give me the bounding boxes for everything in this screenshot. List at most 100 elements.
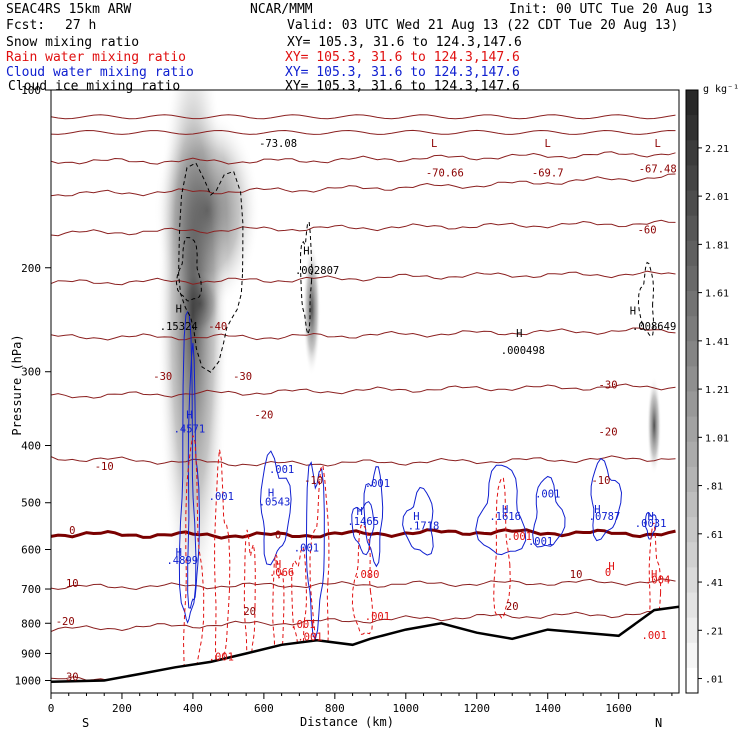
contour-label: .0787 xyxy=(589,511,621,523)
colorbar-tick-label: .21 xyxy=(705,626,723,637)
legend-snow-xy: XY= 105.3, 31.6 to 124.3,147.6 xyxy=(287,35,522,50)
contour-label: -20 xyxy=(56,616,75,628)
temp-contour--50 xyxy=(51,219,676,237)
y-tick-label: 900 xyxy=(21,647,41,660)
contour-label: 20 xyxy=(243,606,256,618)
contour-label: .000498 xyxy=(501,345,545,357)
contour-label: H xyxy=(651,569,657,581)
cloud-water-contour xyxy=(590,457,623,542)
contour-label: .001 xyxy=(209,491,234,503)
rain-water-contour xyxy=(648,522,662,648)
colorbar-tick-label: .81 xyxy=(705,482,723,493)
temp-contour-10 xyxy=(51,578,676,591)
colorbar-tick-label: 2.01 xyxy=(705,192,729,203)
colorbar-tick-label: .01 xyxy=(705,675,723,686)
colorbar-segment xyxy=(686,416,698,443)
model-name: SEAC4RS 15km ARW xyxy=(6,2,132,17)
contour-label: H xyxy=(275,559,281,571)
temp-contour--70 xyxy=(51,151,676,165)
contour-label: H xyxy=(176,547,182,559)
contour-label: -10 xyxy=(591,475,610,487)
contour-label: .002807 xyxy=(295,265,339,277)
legend-cloudwater-xy: XY= 105.3, 31.6 to 124.3,147.6 xyxy=(285,65,520,80)
legend-cloudwater-label: Cloud water mixing ratio xyxy=(6,65,194,80)
colorbar-segment xyxy=(686,90,698,116)
axes: 0 200 400 600 800 1000 1200 1400 160010020030040… xyxy=(15,84,673,715)
temp-contour-0 xyxy=(51,528,676,540)
legend-rain-label: Rain water mixing ratio xyxy=(6,50,187,65)
contour-label: H xyxy=(647,511,653,523)
temp-contour--60 xyxy=(51,173,676,197)
contour-label: .001 xyxy=(365,478,390,490)
contour-label: H xyxy=(303,246,309,258)
colorbar-segment xyxy=(686,265,698,292)
colorbar-segment xyxy=(686,291,698,317)
contour-label: H xyxy=(357,506,363,518)
x-axis-label: Distance (km) xyxy=(300,715,394,729)
contour-label: H xyxy=(268,488,274,500)
contour-label: .001 xyxy=(209,651,234,663)
contour-label: H xyxy=(594,504,600,516)
contour-label: 20 xyxy=(506,601,519,613)
contour-label: H xyxy=(608,561,614,573)
y-tick-label: 800 xyxy=(21,617,41,630)
contour-label: .004 xyxy=(645,574,670,586)
contour-label: -10 xyxy=(95,461,114,473)
colorbar-segment xyxy=(686,567,698,593)
center-name: NCAR/MMM xyxy=(250,2,313,17)
contour-label: H xyxy=(413,511,419,523)
contour-label: -67.48 xyxy=(639,164,677,176)
cloud-water-contour xyxy=(351,500,375,556)
x-tick-label: 1600 xyxy=(605,702,632,715)
colorbar-tick-label: .41 xyxy=(705,578,723,589)
shading-blob xyxy=(302,242,321,377)
contour-label: .4571 xyxy=(174,423,206,435)
contour-label: H xyxy=(516,328,522,340)
colorbar-segment xyxy=(686,391,698,418)
contour-label: -40 xyxy=(208,321,227,333)
contour-label: .001 xyxy=(535,489,560,501)
contour-label: .001 xyxy=(297,631,322,643)
x-tick-label: 600 xyxy=(254,702,274,715)
contour-label: .1718 xyxy=(408,520,440,532)
cloud-water-contour xyxy=(532,475,566,548)
colorbar-segment xyxy=(686,215,698,242)
colorbar-segment xyxy=(686,542,698,568)
y-tick-label: 400 xyxy=(21,440,41,453)
y-tick-label: 100 xyxy=(21,84,41,97)
contour-label: -60 xyxy=(638,225,657,237)
contour-label: .001 xyxy=(269,464,294,476)
x-tick-label: 800 xyxy=(325,702,345,715)
colorbar-segment xyxy=(686,642,698,669)
temp-contour-top xyxy=(51,114,676,120)
contour-label: 10 xyxy=(66,578,79,590)
colorbar: 2.21 2.01 1.81 1.61 1.41 1.21 1.01 .81 .61 .41 .21… xyxy=(685,89,729,694)
contour-label: 10 xyxy=(570,569,583,581)
valid-time: Valid: 03 UTC Wed 21 Aug 13 (22 CDT Tue … xyxy=(287,18,679,33)
contour-label: -30 xyxy=(233,371,252,383)
x-tick-label: 400 xyxy=(183,702,203,715)
colorbar-segment xyxy=(686,366,698,392)
shading-blob xyxy=(647,376,662,475)
temp-contour-20 xyxy=(51,610,676,633)
contour-label: L xyxy=(545,138,551,150)
contour-label: H xyxy=(630,306,636,318)
forecast-hour: 27 h xyxy=(65,18,97,33)
x-end-south: S xyxy=(82,716,90,730)
terrain-line xyxy=(51,605,679,684)
cloud-ice-contour xyxy=(178,162,244,373)
cloud-water-contour xyxy=(187,342,201,609)
colorbar-segment xyxy=(686,466,698,493)
cloud-ice-contour xyxy=(637,261,655,338)
contour-label: H xyxy=(176,303,182,315)
colorbar-tick-label: 1.21 xyxy=(705,385,729,396)
contour-label: 0 xyxy=(605,567,611,579)
colorbar-segment xyxy=(686,617,698,644)
colorbar-segment xyxy=(686,592,698,619)
legend-snow-label: Snow mixing ratio xyxy=(6,35,140,50)
contour-label: H xyxy=(502,504,508,516)
contour-label: 0 xyxy=(69,525,75,537)
rain-water-contour xyxy=(309,464,330,662)
cloud-ice-contour xyxy=(175,237,202,302)
